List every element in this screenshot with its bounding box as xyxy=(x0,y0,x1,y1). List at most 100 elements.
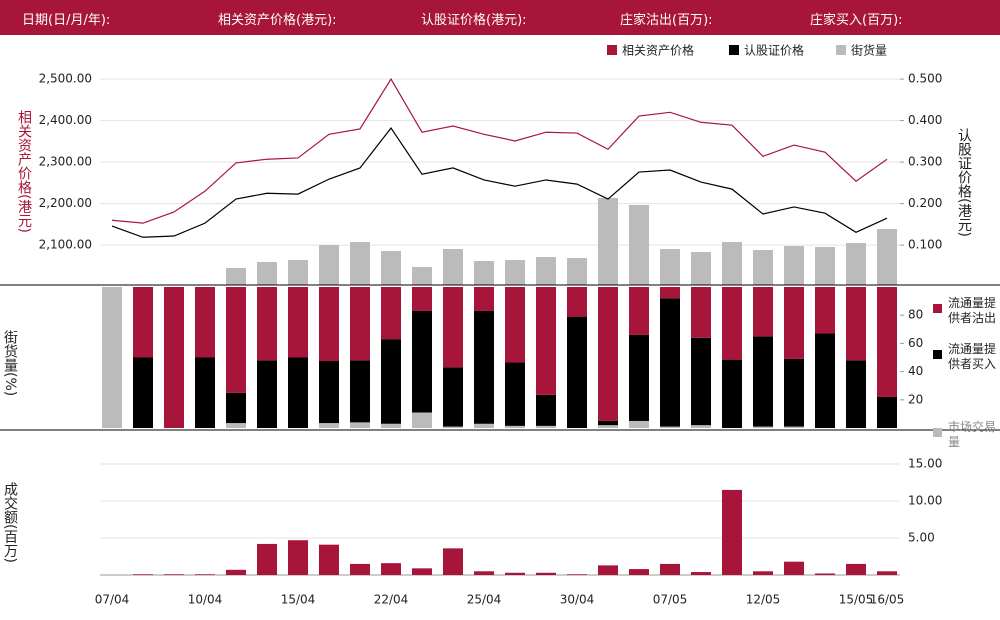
stacked-bar xyxy=(381,423,401,428)
stacked-bar xyxy=(567,316,587,428)
x-tick-label: 25/04 xyxy=(467,593,502,607)
x-tick-label: 30/04 xyxy=(560,593,595,607)
bar xyxy=(567,258,587,285)
bar xyxy=(536,257,556,285)
header-bar xyxy=(0,0,1000,35)
y2-axis-label: 认股证价格(港元) xyxy=(956,128,972,237)
y2-tick-label: 80 xyxy=(908,308,923,322)
header-label: 庄家买入(百万): xyxy=(810,13,903,28)
stacked-bar xyxy=(319,287,339,362)
bar xyxy=(722,489,742,575)
y2-tick-label: 0.200 xyxy=(908,196,942,210)
x-tick-label: 10/04 xyxy=(188,593,223,607)
stacked-bar xyxy=(195,287,215,358)
legend-label: 相关资产价格 xyxy=(622,43,694,58)
bar xyxy=(443,249,463,285)
bar xyxy=(567,574,587,575)
bar xyxy=(815,573,835,575)
stacked-bar xyxy=(288,287,308,358)
bar xyxy=(536,572,556,575)
stacked-bar xyxy=(536,287,556,395)
bar xyxy=(505,260,525,285)
y2-tick-label: 5.00 xyxy=(908,531,935,545)
stacked-bar xyxy=(815,287,835,334)
stacked-bar xyxy=(846,287,866,361)
stacked-bar xyxy=(784,287,804,359)
y2-tick-label: 40 xyxy=(908,364,923,378)
stacked-bar xyxy=(102,287,122,428)
stacked-bar xyxy=(133,287,153,358)
bar xyxy=(784,561,804,575)
header-label: 庄家沽出(百万): xyxy=(620,13,713,28)
stacked-bar xyxy=(257,360,277,428)
bar xyxy=(598,565,618,575)
stacked-bar xyxy=(412,412,432,428)
bar xyxy=(474,261,494,285)
bar xyxy=(877,229,897,285)
bar xyxy=(443,548,463,575)
bar xyxy=(691,252,711,285)
bar xyxy=(722,242,742,285)
stacked-bar xyxy=(877,396,897,428)
stacked-bar xyxy=(815,333,835,428)
stacked-bar xyxy=(474,287,494,311)
bar xyxy=(381,251,401,285)
stacked-bar xyxy=(505,362,525,426)
stacked-bar xyxy=(164,287,184,428)
bar xyxy=(877,571,897,575)
y2-tick-label: 10.00 xyxy=(908,494,942,508)
x-tick-label: 15/04 xyxy=(281,593,316,607)
stacked-bar xyxy=(536,394,556,426)
bar xyxy=(319,544,339,575)
y2-tick-label: 0.300 xyxy=(908,155,942,169)
x-tick-label: 07/04 xyxy=(95,593,130,607)
bar xyxy=(598,198,618,285)
bar xyxy=(846,563,866,575)
bar xyxy=(319,245,339,285)
legend-swatch xyxy=(729,45,739,55)
stacked-bar xyxy=(195,357,215,428)
x-tick-label: 12/05 xyxy=(746,593,781,607)
stacked-bar xyxy=(505,287,525,363)
bar xyxy=(753,571,773,575)
legend-label: 流通量提供者买入 xyxy=(948,342,997,371)
stacked-bar xyxy=(598,287,618,421)
stacked-bar xyxy=(443,367,463,427)
bar xyxy=(846,243,866,285)
stacked-bar xyxy=(629,334,649,421)
y-axis-label: 相关资产价格(港元) xyxy=(16,110,32,233)
stacked-bar xyxy=(412,287,432,311)
header-label: 日期(日/月/年): xyxy=(22,13,111,28)
stacked-bar xyxy=(412,310,432,413)
stacked-bar xyxy=(350,360,370,423)
y2-tick-label: 0.400 xyxy=(908,113,942,127)
y-axis-label: 成交额(百万) xyxy=(2,482,18,563)
stacked-bar xyxy=(691,337,711,426)
stacked-bar xyxy=(226,423,246,428)
legend-swatch xyxy=(933,350,942,359)
header-label: 相关资产价格(港元): xyxy=(218,13,337,28)
stacked-bar xyxy=(722,287,742,360)
legend-label: 流通量提供者沽出 xyxy=(948,296,997,325)
legend-label: 认股证价格 xyxy=(744,43,804,58)
stacked-bar xyxy=(660,287,680,299)
bar xyxy=(691,572,711,575)
stacked-bar xyxy=(691,287,711,338)
x-tick-label: 07/05 xyxy=(653,593,688,607)
bar xyxy=(133,574,153,575)
bar xyxy=(226,569,246,575)
stacked-bar xyxy=(350,422,370,428)
stacked-bar xyxy=(381,287,401,340)
y-tick-label: 2,200.00 xyxy=(39,196,92,210)
bar xyxy=(257,262,277,285)
stacked-bar xyxy=(350,287,370,361)
stacked-bar xyxy=(536,425,556,428)
x-tick-label: 15/05 xyxy=(839,593,874,607)
bar xyxy=(815,247,835,285)
stacked-bar xyxy=(133,357,153,428)
bar xyxy=(350,563,370,575)
stacked-bar xyxy=(660,298,680,427)
bar xyxy=(288,540,308,575)
bar xyxy=(505,572,525,575)
